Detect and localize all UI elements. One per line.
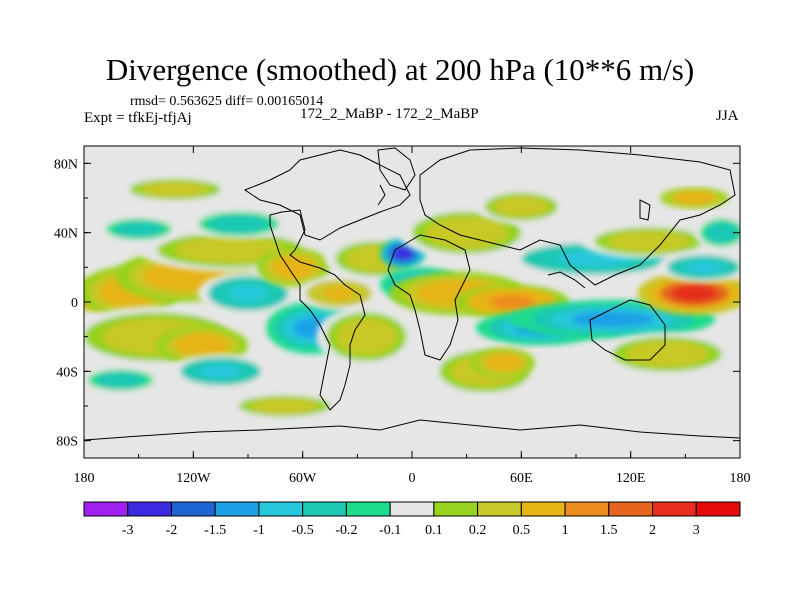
colorbar-label: -0.2	[335, 523, 357, 538]
field-blob-10	[188, 208, 289, 240]
colorbar: -3 -2 -1.5 -1 -0.5 -0.2 -0.1 0.1 0.2 0.5 1 1.5 2 3	[83, 501, 741, 538]
field-blob-33	[227, 393, 342, 419]
colorbar-swatch	[433, 501, 479, 517]
case-label: 172_2_MaBP - 172_2_MaBP	[300, 106, 479, 122]
y-tick-label: 80S	[56, 435, 78, 450]
colorbar-label: 0.2	[469, 523, 487, 538]
x-tick-label: 120W	[176, 471, 211, 486]
field-blob-29	[694, 215, 740, 250]
divergence-field	[84, 176, 740, 419]
x-tick-label: 60W	[289, 471, 317, 486]
colorbar-swatch	[608, 501, 654, 517]
field-blob-25	[471, 347, 535, 378]
y-tick-label: 0	[71, 296, 78, 311]
field-blob-9	[97, 216, 180, 243]
y-tick-label: 40N	[54, 227, 78, 242]
y-tick-label: 80N	[54, 157, 78, 172]
colorbar-label: 3	[693, 523, 700, 538]
x-axis: 180 120W 60W 0 60E 120E 180	[74, 146, 751, 486]
colorbar-label: -1.5	[204, 523, 226, 538]
colorbar-label: 2	[649, 523, 656, 538]
colorbar-label: 1	[562, 523, 569, 538]
field-blob-27	[580, 224, 718, 259]
colorbar-label: 0.5	[513, 523, 531, 538]
field-blob-26	[598, 332, 736, 376]
field-blob-30	[658, 252, 740, 283]
colorbar-swatch	[170, 501, 216, 517]
y-tick-label: 40S	[56, 365, 78, 380]
field-blob-13	[298, 276, 381, 311]
colorbar-swatch	[389, 501, 435, 517]
field-blob-20	[455, 284, 570, 320]
experiment-label: Expt = tfkEj-tfjAj	[84, 110, 192, 126]
colorbar-swatch	[214, 501, 260, 517]
colorbar-label: -0.5	[292, 523, 314, 538]
colorbar-swatch	[652, 501, 697, 517]
field-blob-7	[84, 367, 162, 393]
colorbar-swatch	[695, 501, 741, 517]
field-blob-34	[118, 176, 233, 203]
colorbar-label: 1.5	[600, 523, 618, 538]
colorbar-swatch	[345, 501, 391, 517]
x-tick-label: 120E	[616, 471, 646, 486]
x-tick-label: 180	[730, 471, 751, 486]
chart-title: Divergence (smoothed) at 200 hPa (10**6 …	[105, 52, 695, 87]
colorbar-swatch	[477, 501, 522, 517]
colorbar-swatch	[302, 501, 347, 517]
colorbar-label: -0.1	[379, 523, 401, 538]
colorbar-swatch	[520, 501, 566, 517]
x-tick-label: 0	[409, 471, 416, 486]
coastline-outline	[84, 147, 740, 441]
field-blob-8	[170, 354, 271, 389]
season-label: JJA	[716, 108, 739, 124]
colorbar-label: -1	[253, 523, 265, 538]
x-tick-label: 60E	[510, 471, 533, 486]
field-blob-15	[316, 306, 417, 367]
colorbar-swatch	[83, 501, 129, 517]
colorbar-label: -3	[122, 523, 134, 538]
field-blob-11	[257, 247, 330, 287]
colorbar-swatch	[127, 501, 172, 517]
field-blob-28	[637, 271, 740, 315]
colorbar-swatch	[258, 501, 304, 517]
field-blob-31	[660, 187, 729, 209]
field-blob-32	[475, 189, 567, 225]
x-tick-label: 180	[74, 471, 95, 486]
colorbar-label: -2	[166, 523, 178, 538]
colorbar-label: 0.1	[425, 523, 443, 538]
colorbar-swatch	[564, 501, 610, 517]
y-axis: 80N 40N 0 40S 80S	[54, 157, 740, 450]
rmsd-stats-label: rmsd= 0.563625 diff= 0.00165014	[130, 94, 324, 109]
